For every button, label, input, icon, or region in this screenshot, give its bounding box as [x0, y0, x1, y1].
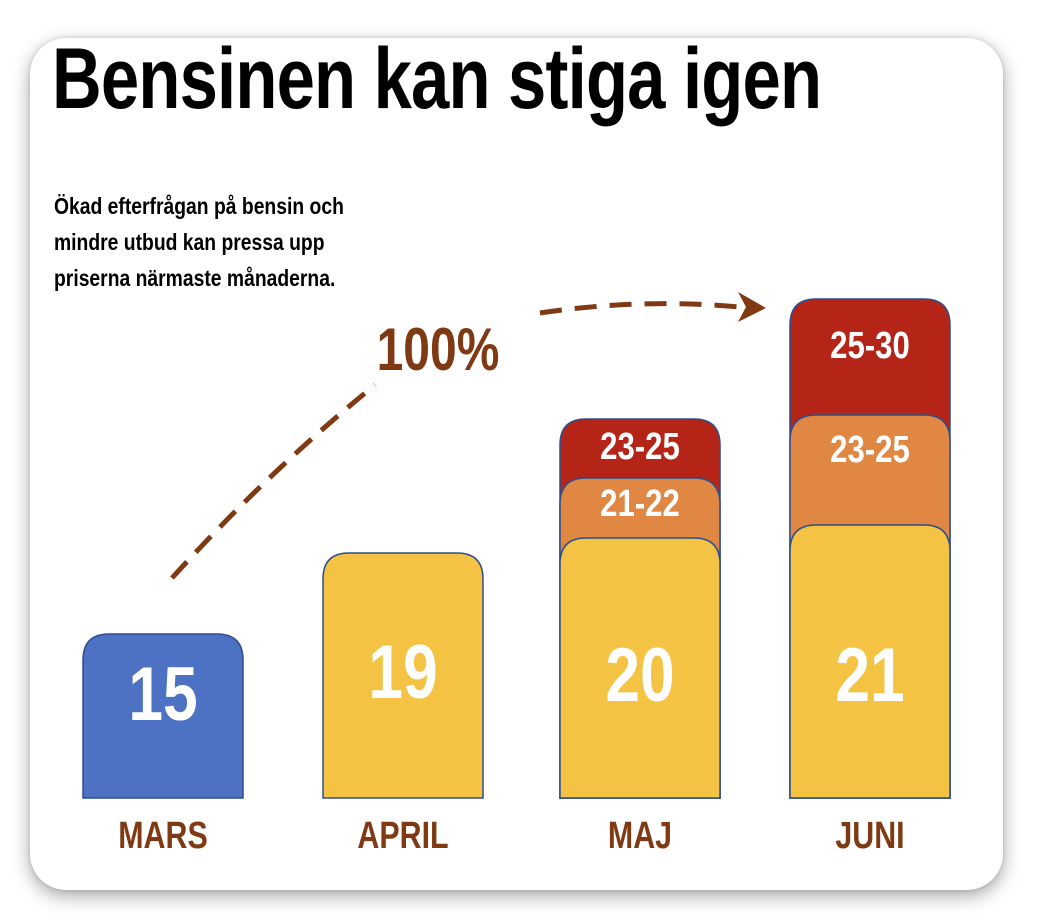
- x-tick-label: APRIL: [357, 815, 448, 857]
- growth-arrow-curve: [170, 383, 377, 580]
- bar-value-label: 21: [835, 632, 904, 717]
- growth-arrow-line: [539, 301, 741, 316]
- bar-value-label: 21-22: [600, 483, 680, 525]
- bar-value-label: 25-30: [830, 325, 910, 367]
- bar-segment-mars-actual: [82, 633, 244, 799]
- x-tick-label: MAJ: [608, 815, 672, 857]
- bar-segment-april-base: [322, 552, 484, 799]
- bar-value-label: 23-25: [830, 429, 910, 471]
- x-tick-label: JUNI: [835, 815, 904, 857]
- x-tick-label: MARS: [118, 815, 208, 857]
- bar-segment-juni-base: [789, 524, 951, 799]
- growth-annotation: 100%: [377, 316, 500, 383]
- chart-title: Bensinen kan stiga igen: [52, 31, 822, 127]
- arrowhead-icon: [738, 292, 766, 322]
- bar-value-label: 19: [368, 629, 437, 714]
- bar-value-label: 20: [605, 632, 674, 717]
- bar-value-label: 15: [128, 651, 197, 736]
- bar-segment-maj-base: [559, 537, 721, 799]
- chart-subtitle: Ökad efterfrågan på bensin och mindre ut…: [54, 193, 344, 291]
- bar-value-label: 23-25: [600, 426, 680, 468]
